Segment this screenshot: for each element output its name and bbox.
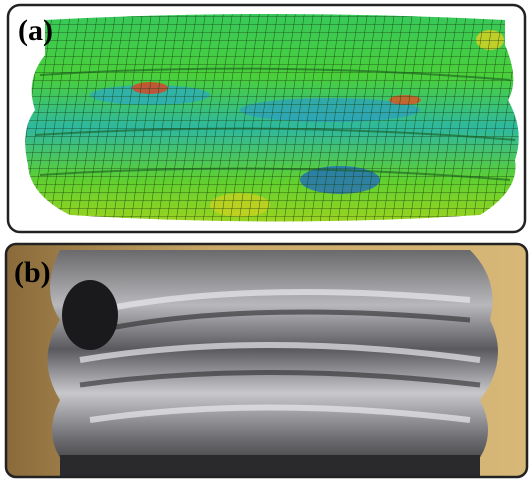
fea-model xyxy=(25,14,518,222)
panel-b: (b) xyxy=(6,244,527,477)
panel-label: (a) xyxy=(18,14,53,47)
figure: (a) (b) xyxy=(0,0,531,481)
panel-label: (b) xyxy=(14,256,51,289)
crushed-tube-photo xyxy=(48,250,499,477)
panel-a: (a) xyxy=(8,5,525,232)
page: (a) (b) (() => { const data = JSON.parse… xyxy=(0,0,531,481)
